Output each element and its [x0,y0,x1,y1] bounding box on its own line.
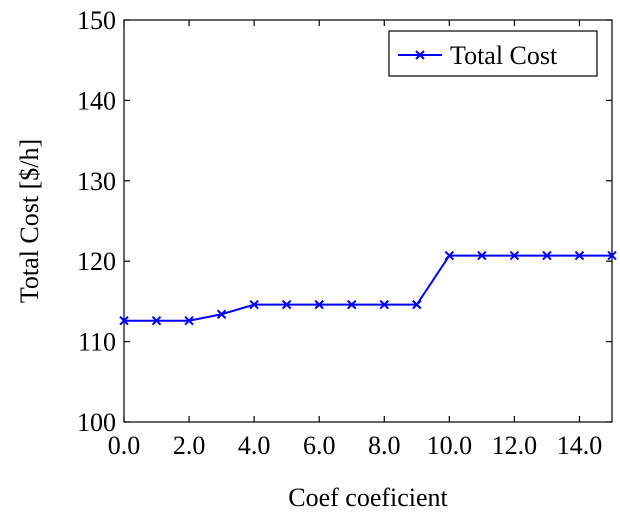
x-tick-label: 2.0 [173,431,206,460]
series-line [124,254,612,322]
y-tick-label: 130 [77,167,116,196]
data-point [184,315,194,326]
data-point [477,250,487,261]
x-axis-label: Coef coeficient [288,483,448,512]
legend-marker-x-icon [415,50,425,60]
legend-box [388,30,598,77]
legend: Total Cost [388,30,598,77]
data-point [509,250,520,261]
series-layer [119,250,617,326]
y-tick-label: 110 [78,328,116,357]
data-point [412,299,422,310]
x-tick-label: 8.0 [368,431,401,460]
data-point [216,309,227,319]
y-tick-label: 150 [77,6,116,35]
data-point [574,250,585,261]
x-tick-label: 10.0 [427,431,473,460]
data-point [607,250,617,261]
data-point [347,299,357,310]
data-point [281,299,292,310]
x-tick-label: 4.0 [238,431,271,460]
x-tick-label: 12.0 [492,431,538,460]
data-point [151,315,162,326]
data-point [249,299,259,310]
data-point [314,299,324,310]
data-point [444,250,455,261]
x-tick-label: 6.0 [303,431,336,460]
data-point [119,315,129,326]
y-tick-label: 140 [77,86,116,115]
y-axis-label: Total Cost [$/h] [15,139,44,303]
legend-label: Total Cost [450,41,558,70]
data-point [542,250,552,261]
x-tick-label: 0.0 [108,431,141,460]
y-tick-label: 100 [77,408,116,437]
x-tick-label: 14.0 [557,431,603,460]
axis-ticks [123,19,612,423]
y-tick-label: 120 [77,247,116,276]
axis-tick-labels: 0.0 2.0 4.0 6.0 8.0 10.0 12.0 14.0 100 110 120 130 1… [77,6,602,460]
plot-frame [123,19,613,423]
data-point [379,299,389,310]
